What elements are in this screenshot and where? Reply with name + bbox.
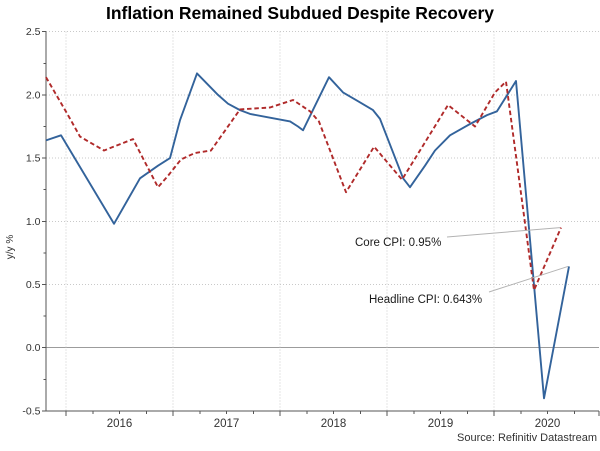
- y-tick-label: -0.5: [22, 405, 40, 417]
- chart-title: Inflation Remained Subdued Despite Recov…: [106, 3, 494, 23]
- data-series: [45, 72, 570, 400]
- y-tick-label: 1.0: [26, 216, 41, 228]
- x-tick-label: 2016: [107, 418, 133, 430]
- core-cpi-annotation: Core CPI: 0.95%: [355, 237, 441, 249]
- gridlines: [46, 31, 599, 411]
- axes: 2.5 2.0 1.5 1.0 0.5 0.0 -0.5 2016 2017 2018 2019 20…: [22, 26, 600, 430]
- y-axis-title: y/y %: [5, 235, 16, 260]
- headline-cpi-line: [45, 72, 570, 400]
- x-tick-label: 2019: [428, 418, 454, 430]
- annotation-leader-lines: [446, 227, 569, 293]
- core-cpi-leader-line: [446, 227, 561, 238]
- x-tick-label: 2018: [321, 418, 347, 430]
- x-tick-label: 2020: [535, 418, 561, 430]
- core-cpi-line: [45, 76, 562, 292]
- source-credit: Source: Refinitiv Datastream: [457, 432, 597, 444]
- y-tick-label: 0.0: [26, 342, 41, 354]
- headline-cpi-annotation: Headline CPI: 0.643%: [369, 294, 482, 306]
- headline-cpi-leader-line: [488, 265, 569, 293]
- y-tick-label: 1.5: [26, 153, 41, 165]
- y-tick-label: 2.0: [26, 89, 41, 101]
- x-tick-label: 2017: [214, 418, 240, 430]
- y-tick-label: 2.5: [26, 26, 41, 38]
- y-tick-label: 0.5: [26, 279, 41, 291]
